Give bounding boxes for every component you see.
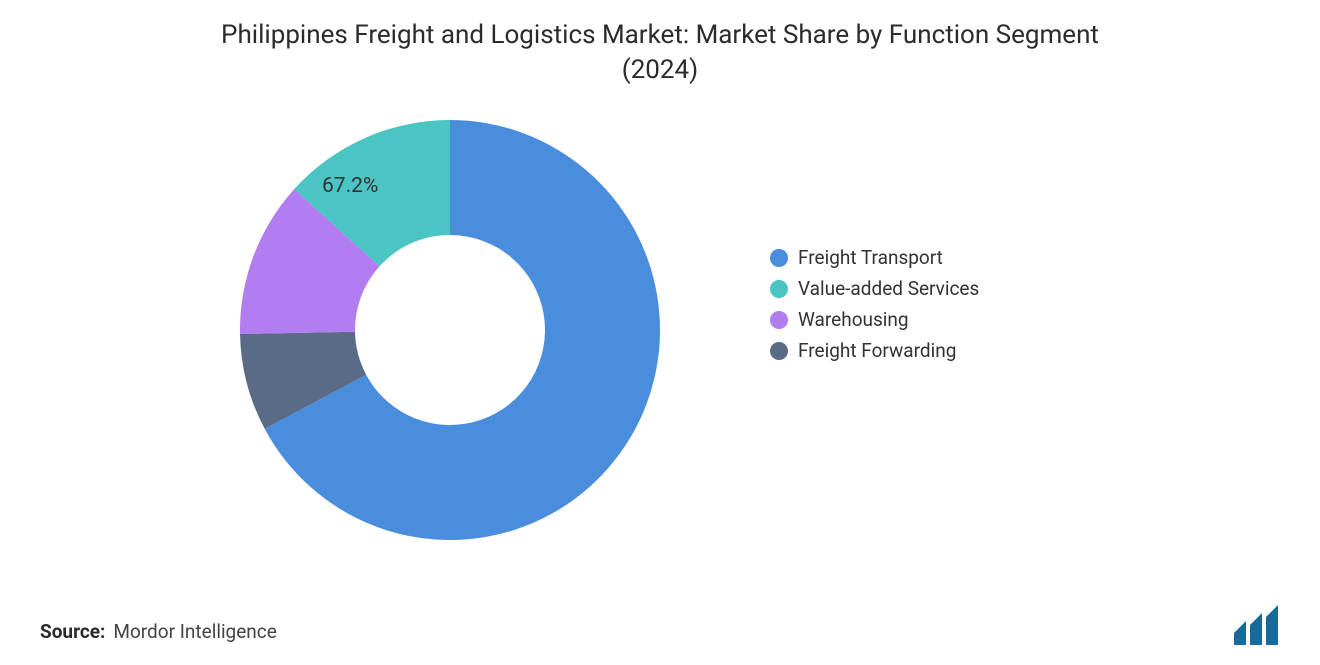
legend-label: Freight Forwarding <box>798 339 956 362</box>
legend-label: Freight Transport <box>798 246 943 269</box>
legend-color-icon <box>770 311 788 329</box>
legend-color-icon <box>770 280 788 298</box>
logo-bar-icon <box>1266 605 1278 645</box>
logo-bar-icon <box>1250 613 1262 645</box>
legend-item: Freight Transport <box>770 246 979 269</box>
brand-logo <box>1232 603 1288 645</box>
legend-label: Warehousing <box>798 308 909 331</box>
legend-label: Value-added Services <box>798 277 979 300</box>
legend-color-icon <box>770 249 788 267</box>
donut-chart <box>230 110 670 550</box>
source-value: Mordor Intelligence <box>113 620 276 643</box>
legend-item: Value-added Services <box>770 277 979 300</box>
legend: Freight Transport Value-added Services War… <box>770 246 979 362</box>
donut-data-label: 67.2% <box>322 174 378 198</box>
logo-bar-icon <box>1234 621 1246 645</box>
chart-title: Philippines Freight and Logistics Market… <box>40 18 1280 88</box>
brand-logo-icon <box>1232 603 1288 645</box>
chart-area: 67.2% Freight Transport Value-added Servi… <box>40 96 1280 566</box>
chart-title-line1: Philippines Freight and Logistics Market… <box>221 20 1099 50</box>
source-footer: Source: Mordor Intelligence <box>40 620 277 643</box>
legend-item: Warehousing <box>770 308 979 331</box>
chart-title-line2: (2024) <box>622 55 698 85</box>
source-label: Source: <box>40 620 105 643</box>
legend-item: Freight Forwarding <box>770 339 979 362</box>
donut-svg <box>230 110 670 550</box>
legend-color-icon <box>770 342 788 360</box>
